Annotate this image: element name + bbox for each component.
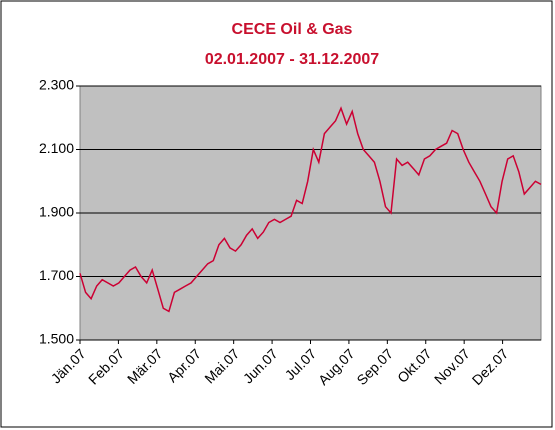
y-tick-label: 2.100 <box>39 140 74 156</box>
chart-title: CECE Oil & Gas <box>232 21 353 38</box>
y-tick-label: 1.900 <box>39 204 74 220</box>
y-tick-label: 1.500 <box>39 331 74 347</box>
chart-subtitle: 02.01.2007 - 31.12.2007 <box>205 51 379 68</box>
price-line <box>79 106 542 313</box>
y-tick-label: 1.700 <box>39 267 74 283</box>
y-tick-label: 2.300 <box>39 77 74 93</box>
